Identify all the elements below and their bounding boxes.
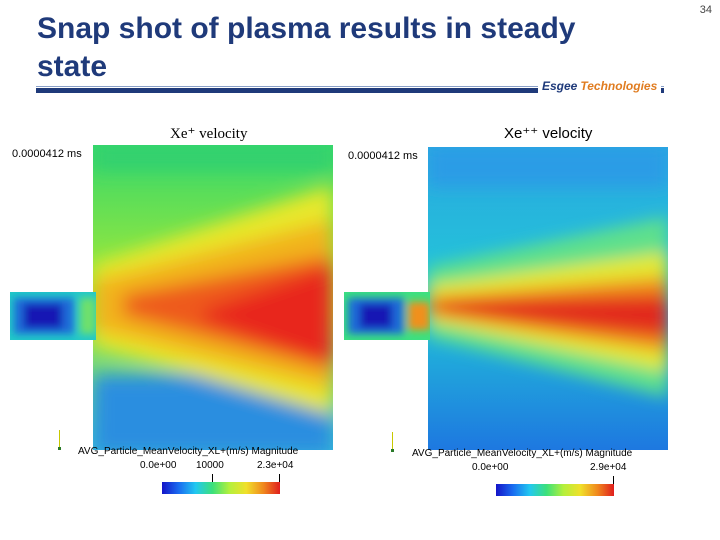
- company-logo: Esgee Technologies: [538, 76, 662, 96]
- colorbar-xe-plus-plus: [496, 484, 614, 496]
- colorbar-label-xe-plus: AVG_Particle_MeanVelocity_XL+(m/s) Magni…: [78, 446, 299, 457]
- velocity-field-xe-plus-plus: [428, 147, 668, 450]
- colorbar-tick-min: 0.0e+00: [140, 460, 177, 471]
- logo-text-esgee: Esgee: [542, 79, 578, 93]
- colorbar-tick-min: 0.0e+00: [472, 462, 509, 473]
- colorbar-tick-max: 2.9e+04: [590, 462, 627, 473]
- time-label-xe-plus: 0.0000412 ms: [12, 148, 82, 160]
- title-underline: [36, 88, 664, 93]
- title-underline-thin: [36, 86, 664, 87]
- colorbar-tick-max: 2.3e+04: [257, 460, 294, 471]
- inlet-channel-xe-plus-plus: [344, 292, 430, 340]
- colorbar-tick-mark: [212, 474, 213, 482]
- axis-triad-icon: [58, 430, 61, 450]
- velocity-field-xe-plus: [93, 145, 333, 450]
- slide-title: Snap shot of plasma results in steady st…: [37, 12, 576, 83]
- colorbar-tick-mark: [613, 476, 614, 484]
- colorbar-xe-plus: [162, 482, 280, 494]
- time-label-xe-plus-plus: 0.0000412 ms: [348, 150, 418, 162]
- colorbar-tick-mid: 10000: [196, 460, 224, 471]
- inlet-channel-xe-plus: [10, 292, 96, 340]
- panel-title-xe-plus-plus: Xe⁺⁺ velocity: [504, 125, 593, 142]
- logo-text-technologies: Technologies: [580, 79, 658, 93]
- panel-title-xe-plus: Xe⁺ velocity: [170, 126, 248, 142]
- page-number: 34: [699, 4, 712, 16]
- colorbar-label-xe-plus-plus: AVG_Particle_MeanVelocity_XL+(m/s) Magni…: [412, 448, 633, 459]
- axis-triad-icon: [391, 432, 394, 452]
- colorbar-tick-mark: [279, 474, 280, 482]
